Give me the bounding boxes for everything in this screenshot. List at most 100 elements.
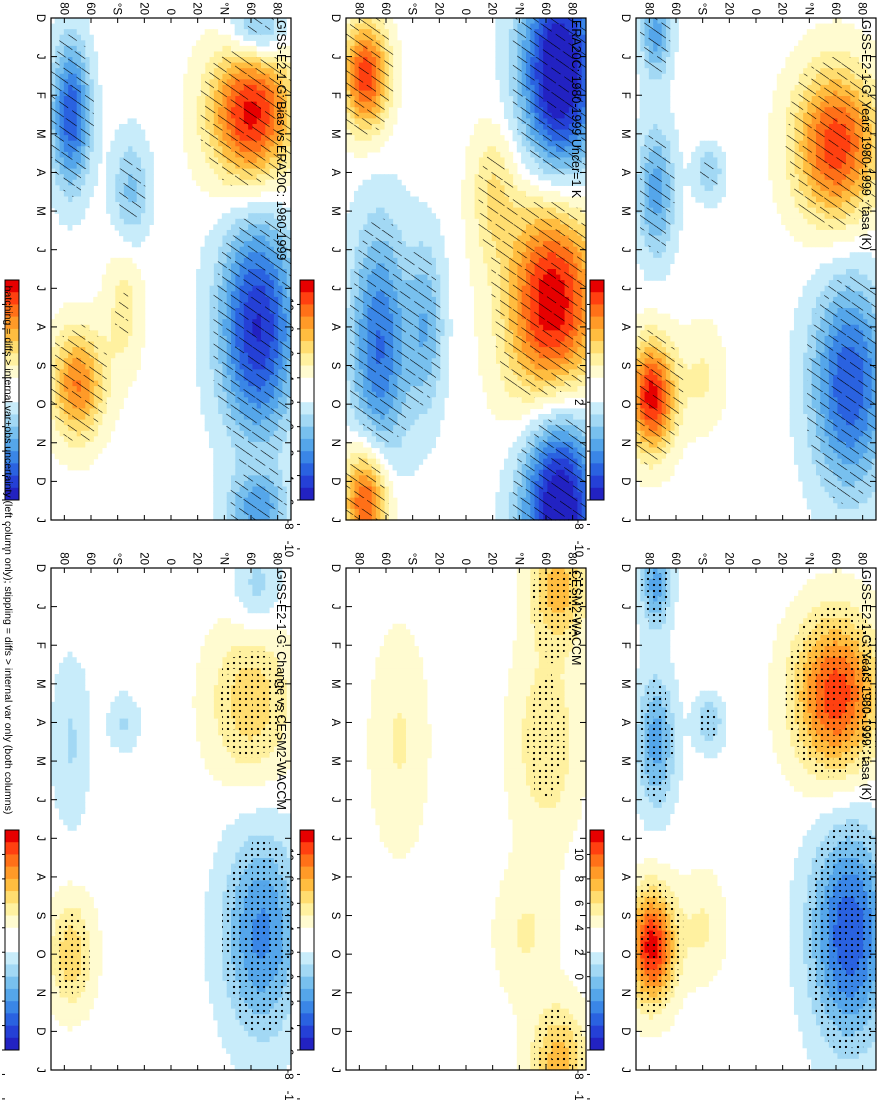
y-tick-label: 20 [722,2,734,15]
heatmap-cell [773,641,778,647]
heatmap-cell [768,163,773,169]
heatmap-cell [828,297,833,303]
heatmap-cell [807,470,812,476]
heatmap-cell [674,908,679,914]
heatmap-cell [828,74,833,80]
heatmap-cell [828,847,833,853]
heatmap-cell [640,330,645,336]
heatmap-cell [674,741,679,747]
heatmap-cell [678,774,683,780]
heatmap-cell [803,780,808,786]
heatmap-cell [820,141,825,147]
heatmap-cell [670,702,675,708]
heatmap-cell [820,475,825,481]
heatmap-cell [708,364,713,370]
heatmap-cell [798,420,803,426]
heatmap-cell [811,830,816,836]
heatmap-cell [773,674,778,680]
heatmap-cell [815,286,820,292]
heatmap-cell [837,590,842,596]
heatmap-cell [721,353,726,359]
heatmap-cell [691,180,696,186]
heatmap-cell [661,875,666,881]
heatmap-cell [794,442,799,448]
heatmap-cell [661,275,666,281]
heatmap-cell [674,724,679,730]
heatmap-cell [687,908,692,914]
heatmap-cell [657,568,662,574]
heatmap-cell [700,919,705,925]
heatmap-cell [644,696,649,702]
heatmap-cell [790,613,795,619]
heatmap-cell [674,174,679,180]
heatmap-cell [691,403,696,409]
heatmap-cell [704,752,709,758]
heatmap-cell [700,403,705,409]
heatmap-cell [798,892,803,898]
heatmap-cell [785,746,790,752]
heatmap-cell [803,914,808,920]
heatmap-cell [871,297,876,303]
heatmap-cell [833,808,838,814]
heatmap-cell [683,431,688,437]
heatmap-cell [777,741,782,747]
heatmap-cell [665,880,670,886]
heatmap-cell [700,157,705,163]
heatmap-cell [798,342,803,348]
heatmap-cell [781,202,786,208]
heatmap-cell [798,425,803,431]
heatmap-cell [833,459,838,465]
heatmap-cell [820,85,825,91]
heatmap-cell [670,880,675,886]
heatmap-cell [845,503,850,509]
heatmap-cell [845,825,850,831]
heatmap-cell [833,780,838,786]
colorbar-swatch [590,427,604,440]
heatmap-cell [644,641,649,647]
heatmap-cell [837,786,842,792]
heatmap-cell [683,886,688,892]
heatmap-cell [704,431,709,437]
heatmap-cell [850,786,855,792]
heatmap-cell [644,752,649,758]
y-tick-label: °S [696,3,708,16]
heatmap-cell [665,336,670,342]
heatmap-cell [678,746,683,752]
heatmap-cell [811,208,816,214]
heatmap-cell [867,852,872,858]
heatmap-cell [661,674,666,680]
heatmap-cell [790,408,795,414]
heatmap-cell [640,152,645,158]
heatmap-cell [644,102,649,108]
heatmap-cell [854,590,859,596]
heatmap-cell [798,308,803,314]
heatmap-cell [807,236,812,242]
heatmap-cell [858,819,863,825]
heatmap-cell [683,919,688,925]
heatmap-cell [803,774,808,780]
heatmap-cell [815,791,820,797]
heatmap-cell [854,618,859,624]
heatmap-cell [828,652,833,658]
heatmap-cell [833,319,838,325]
heatmap-cell [824,487,829,493]
heatmap-cell [798,886,803,892]
heatmap-cell [811,51,816,57]
heatmap-cell [781,763,786,769]
heatmap-cell [858,892,863,898]
heatmap-cell [713,152,718,158]
heatmap-cell [803,230,808,236]
heatmap-cell [785,724,790,730]
heatmap-cell [777,135,782,141]
heatmap-cell [867,414,872,420]
heatmap-cell [648,314,653,320]
heatmap-cell [841,574,846,580]
heatmap-cell [871,408,876,414]
heatmap-cell [815,724,820,730]
heatmap-cell [815,590,820,596]
heatmap-cell [670,169,675,175]
heatmap-cell [665,629,670,635]
heatmap-cell [807,836,812,842]
heatmap-cell [815,291,820,297]
heatmap-cell [871,509,876,515]
